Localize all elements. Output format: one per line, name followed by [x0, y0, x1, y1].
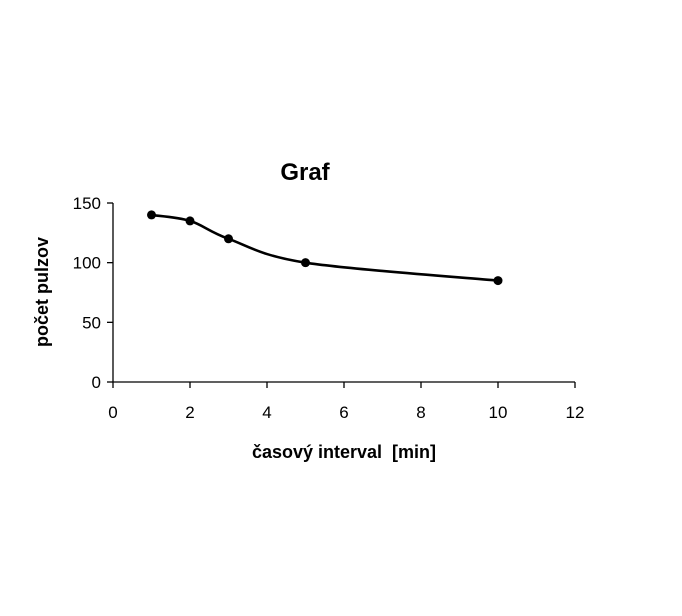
data-point [224, 234, 233, 244]
y-tick-label: 0 [92, 373, 101, 392]
chart-title: Graf [280, 159, 330, 186]
ticks: 0 50 100 150 0 2 4 6 8 10 12 [73, 194, 585, 422]
data-point [147, 210, 156, 220]
x-tick-label: 6 [339, 403, 348, 422]
y-axis-label: počet pulzov [32, 237, 52, 347]
data-point [493, 276, 503, 286]
x-tick-label: 8 [416, 403, 425, 422]
x-tick-label: 0 [108, 403, 117, 422]
x-tick-label: 2 [185, 403, 194, 422]
data-point [185, 216, 195, 226]
data-point [301, 258, 310, 268]
series [147, 210, 503, 286]
series-line [151, 213, 499, 282]
x-tick-label: 10 [489, 403, 508, 422]
y-tick-label: 50 [82, 313, 101, 332]
x-axis-label: časový interval [min] [252, 442, 436, 462]
x-tick-label: 4 [262, 403, 271, 422]
axes [112, 203, 575, 383]
x-tick-label: 12 [566, 403, 585, 422]
y-tick-label: 100 [73, 254, 101, 273]
y-tick-label: 150 [73, 194, 101, 213]
